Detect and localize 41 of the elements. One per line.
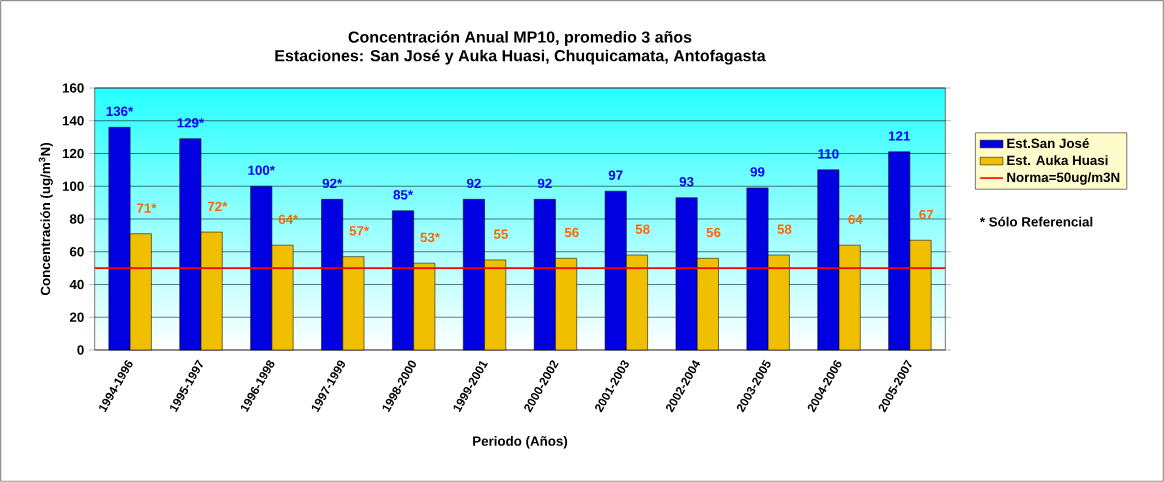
data-label: 58 xyxy=(635,224,650,234)
y-tick-label: 60 xyxy=(69,247,84,257)
y-tick-label: 0 xyxy=(77,345,84,355)
data-label: 92 xyxy=(466,178,481,189)
data-label: 64* xyxy=(278,214,299,225)
data-label: 121 xyxy=(888,131,911,141)
chart-subtitle: Estaciones: San José y Auka Huasi, Chuquicamata, Antofagasta xyxy=(275,49,766,65)
data-label: 100* xyxy=(248,165,275,175)
data-label: 53* xyxy=(420,232,440,243)
y-tick-label: 160 xyxy=(62,83,84,93)
data-label: 56 xyxy=(706,227,721,238)
text: * Sólo Referencial xyxy=(979,216,1093,227)
data-label: 58 xyxy=(777,224,792,234)
y-tick-label: 80 xyxy=(69,214,84,224)
y-tick-label: 100 xyxy=(62,181,84,191)
data-label: 136* xyxy=(106,106,134,117)
data-label: 72* xyxy=(207,201,228,212)
data-label: 56 xyxy=(564,227,579,238)
data-label: 71* xyxy=(136,203,157,213)
data-label: 55 xyxy=(493,229,508,239)
data-label: 93 xyxy=(679,176,694,187)
data-label: 64 xyxy=(848,214,863,225)
data-label: 67 xyxy=(919,209,934,220)
y-tick-label: 20 xyxy=(69,312,84,322)
data-label: 85* xyxy=(393,190,414,200)
y-tick-label: 140 xyxy=(62,116,84,126)
y-tick-label: 120 xyxy=(62,148,84,159)
legend-label: Est. Auka Huasi xyxy=(1007,155,1108,166)
legend-label: Est.San José xyxy=(1007,138,1089,149)
legend-label: Norma=50ug/m3N xyxy=(1007,172,1120,185)
data-label: 110 xyxy=(818,149,839,159)
data-label: 92* xyxy=(322,178,343,189)
data-label: 99 xyxy=(750,167,765,177)
data-label: 129* xyxy=(177,118,205,128)
y-tick-label: 40 xyxy=(69,279,84,290)
data-label: 97 xyxy=(608,170,623,180)
data-label: 57* xyxy=(349,226,370,236)
x-axis-title: Periodo (Años) xyxy=(473,436,568,449)
chart-title: Concentración Anual MP10, promedio 3 años xyxy=(348,30,692,46)
y-axis-title: Concentración (ug/m$^{3}$N) xyxy=(38,143,53,296)
data-label: 92 xyxy=(537,178,552,189)
